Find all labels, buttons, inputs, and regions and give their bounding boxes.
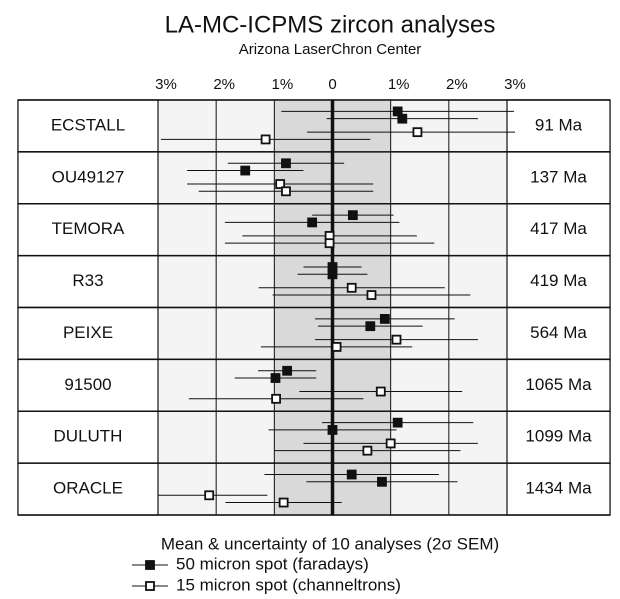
sample-label: 91500	[64, 375, 111, 394]
age-label: 417 Ma	[530, 219, 587, 238]
point	[412, 127, 423, 138]
point	[260, 134, 271, 145]
label-cell	[17, 410, 159, 464]
chart-subtitle: Arizona LaserChron Center	[239, 41, 422, 58]
point	[331, 342, 342, 352]
x-tick-label: 3%	[504, 76, 526, 93]
age-label: 1099 Ma	[525, 427, 592, 446]
age-label: 137 Ma	[530, 167, 587, 186]
point	[282, 365, 293, 376]
age-cell	[506, 410, 611, 464]
point	[281, 186, 291, 197]
sample-label: PEIXE	[63, 323, 113, 342]
point	[379, 314, 390, 324]
x-tick-label: 3%	[155, 76, 177, 93]
point	[240, 165, 251, 176]
point	[346, 469, 357, 480]
sample-label: R33	[72, 271, 103, 290]
point	[327, 269, 338, 280]
point	[307, 217, 318, 228]
legend-marker	[145, 560, 155, 570]
point	[324, 238, 335, 249]
label-cell	[17, 462, 159, 516]
label-cell	[17, 203, 159, 257]
point	[366, 290, 377, 300]
point	[346, 282, 357, 293]
legend-label: 15 micron spot (channeltrons)	[176, 575, 401, 594]
age-label: 1434 Ma	[525, 479, 592, 498]
point	[275, 179, 286, 189]
legend-marker	[145, 581, 155, 591]
x-tick-label: 0	[328, 76, 336, 93]
chart-title: LA-MC-ICPMS zircon analyses	[165, 11, 496, 38]
point	[365, 321, 376, 332]
point	[278, 497, 289, 508]
sample-label: ORACLE	[53, 479, 123, 498]
sample-label: OU49127	[52, 167, 125, 186]
age-label: 91 Ma	[535, 115, 583, 134]
x-tick-label: 2%	[446, 76, 468, 93]
point	[204, 490, 215, 501]
x-tick-label: 1%	[271, 76, 293, 93]
age-cell	[506, 255, 611, 309]
point	[377, 476, 387, 487]
legend-title: Mean & uncertainty of 10 analyses (2σ SE…	[161, 534, 499, 553]
age-label: 419 Ma	[530, 271, 587, 290]
sample-label: DULUTH	[54, 427, 123, 446]
age-label: 564 Ma	[530, 323, 587, 342]
point	[281, 158, 291, 169]
sample-label: ECSTALL	[51, 115, 125, 134]
legend-label: 50 micron spot (faradays)	[176, 554, 369, 573]
point	[362, 445, 373, 456]
point	[397, 113, 408, 124]
point	[385, 438, 396, 449]
age-label: 1065 Ma	[525, 375, 592, 394]
point	[271, 393, 281, 404]
point	[347, 210, 358, 221]
point	[392, 417, 403, 428]
x-tick-label: 1%	[388, 76, 410, 93]
label-cell	[17, 99, 159, 153]
point	[327, 425, 338, 435]
point	[375, 386, 386, 397]
label-cell	[17, 358, 159, 412]
point	[391, 334, 402, 345]
x-tick-label: 2%	[213, 76, 235, 93]
point	[270, 373, 281, 383]
sample-label: TEMORA	[52, 219, 125, 238]
